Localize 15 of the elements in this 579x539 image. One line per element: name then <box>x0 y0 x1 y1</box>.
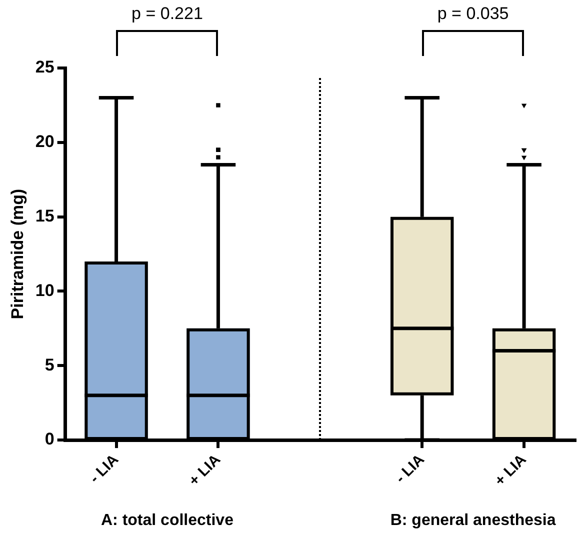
text: A: total collective <box>100 512 234 530</box>
x-tick-label: + LIA <box>186 451 224 490</box>
x-tick-label: + LIA <box>492 451 530 490</box>
x-tick-label: - LIA <box>86 451 122 487</box>
x-tick-label: - LIA <box>392 451 428 487</box>
y-tick-label: 20 <box>35 132 54 152</box>
y-tick-label: 0 <box>44 430 54 449</box>
y-axis-title: Piritramide (mg) <box>8 188 27 320</box>
text: p = 0.221 <box>132 4 203 24</box>
y-tick-label: 25 <box>35 58 54 77</box>
y-tick-label: 15 <box>35 206 54 226</box>
y-tick-label: 10 <box>35 280 54 300</box>
text: B: general anesthesia <box>390 512 556 530</box>
text: p = 0.035 <box>437 4 509 24</box>
y-tick-label: 5 <box>44 355 54 374</box>
